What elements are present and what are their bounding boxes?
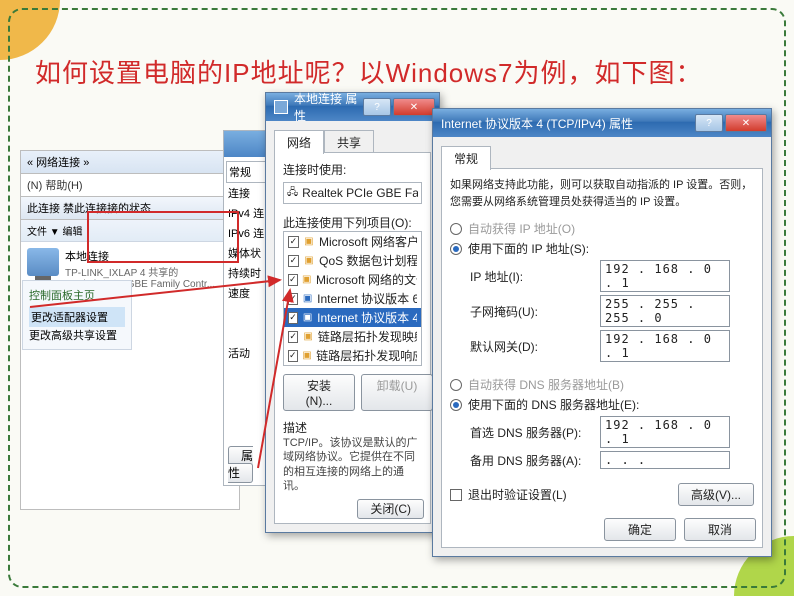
gateway-label: 默认网关(D): bbox=[470, 338, 590, 355]
protocol-icon: ▣ bbox=[303, 254, 315, 268]
protocol-item[interactable]: ✓ ▣ QoS 数据包计划程序 bbox=[284, 251, 421, 270]
radio-label: 使用下面的 DNS 服务器地址(E): bbox=[468, 396, 639, 413]
description-text: TCP/IP。该协议是默认的广域网络协议。它提供在不同的相互连接的网络上的通讯。 bbox=[283, 436, 422, 493]
help-button[interactable]: ? bbox=[363, 98, 391, 116]
protocol-item[interactable]: ✓ ▣ Internet 协议版本 4 (TC bbox=[284, 308, 421, 327]
connection-name: 本地连接 bbox=[65, 248, 215, 264]
radio-use-ip[interactable]: 使用下面的 IP 地址(S): bbox=[450, 240, 754, 257]
radio-icon bbox=[450, 379, 462, 391]
properties-button[interactable]: 属性 bbox=[228, 446, 253, 483]
connect-using-label: 连接时使用: bbox=[283, 161, 422, 178]
close-button[interactable]: ✕ bbox=[393, 98, 435, 116]
ipv4-intro: 如果网络支持此功能，则可以获取自动指派的 IP 设置。否则，您需要从网络系统管理… bbox=[450, 177, 754, 210]
checkbox-icon[interactable]: ✓ bbox=[288, 312, 298, 324]
close-dialog-button[interactable]: 关闭(C) bbox=[357, 499, 424, 519]
protocol-label: Internet 协议版本 4 (TC bbox=[317, 309, 417, 326]
connection-sub1: TP-LINK_IXLAP 4 共享的 bbox=[65, 264, 215, 279]
checkbox-icon[interactable]: ✓ bbox=[288, 274, 298, 286]
protocol-label: Microsoft 网络客户端 bbox=[319, 233, 417, 250]
radio-auto-dns[interactable]: 自动获得 DNS 服务器地址(B) bbox=[450, 376, 754, 393]
cancel-button[interactable]: 取消 bbox=[684, 518, 756, 541]
tab-general[interactable]: 常规 bbox=[441, 146, 491, 170]
dns2-input[interactable]: . . . bbox=[600, 451, 730, 469]
dialog-title: 本地连接 属性 bbox=[294, 90, 363, 124]
advanced-button[interactable]: 高级(V)... bbox=[678, 483, 754, 506]
dns1-label: 首选 DNS 服务器(P): bbox=[470, 424, 590, 441]
protocol-label: 链路层拓扑发现响应程序 bbox=[316, 347, 417, 364]
checkbox-icon[interactable]: ✓ bbox=[288, 350, 298, 362]
protocol-icon: ▣ bbox=[302, 311, 313, 325]
items-label: 此连接使用下列项目(O): bbox=[283, 214, 422, 231]
dialog-titlebar[interactable]: 本地连接 属性 ? ✕ bbox=[266, 93, 439, 121]
ok-button[interactable]: 确定 bbox=[604, 518, 676, 541]
radio-use-dns[interactable]: 使用下面的 DNS 服务器地址(E): bbox=[450, 396, 754, 413]
mask-input[interactable]: 255 . 255 . 255 . 0 bbox=[600, 295, 730, 327]
protocol-label: Microsoft 网络的文件和打 bbox=[316, 271, 417, 288]
explorer-header: 文件 ▼ 编辑 bbox=[21, 220, 239, 242]
radio-icon bbox=[450, 223, 462, 235]
install-button[interactable]: 安装(N)... bbox=[283, 374, 355, 411]
control-panel-sidebar: 控制面板主页 更改适配器设置 更改高级共享设置 bbox=[22, 280, 132, 350]
adapter-name: Realtek PCIe GBE Family C bbox=[302, 186, 418, 200]
validate-checkbox[interactable] bbox=[450, 489, 462, 501]
checkbox-icon[interactable]: ✓ bbox=[288, 293, 298, 305]
dns2-label: 备用 DNS 服务器(A): bbox=[470, 452, 590, 469]
radio-label: 自动获得 DNS 服务器地址(B) bbox=[468, 376, 624, 393]
protocol-label: 链路层拓扑发现映射器 bbox=[318, 328, 417, 345]
sidebar-item-sharing[interactable]: 更改高级共享设置 bbox=[29, 327, 125, 343]
help-button[interactable]: ? bbox=[695, 114, 723, 132]
protocol-list[interactable]: ✓▣Microsoft 网络客户端✓▣QoS 数据包计划程序✓▣Microsof… bbox=[283, 231, 422, 366]
tab-sharing[interactable]: 共享 bbox=[324, 130, 374, 154]
tab-network[interactable]: 网络 bbox=[274, 130, 324, 154]
checkbox-icon[interactable]: ✓ bbox=[288, 236, 299, 248]
ip-label: IP 地址(I): bbox=[470, 268, 590, 285]
radio-icon bbox=[450, 399, 462, 411]
protocol-label: QoS 数据包计划程序 bbox=[319, 252, 417, 269]
status-tab[interactable]: 常规 bbox=[229, 167, 251, 179]
ip-input[interactable]: 192 . 168 . 0 . 1 bbox=[600, 260, 730, 292]
radio-auto-ip[interactable]: 自动获得 IP 地址(O) bbox=[450, 220, 754, 237]
checkbox-icon[interactable]: ✓ bbox=[288, 255, 299, 267]
protocol-label: Internet 协议版本 6 (TC bbox=[317, 290, 417, 307]
dialog-title: Internet 协议版本 4 (TCP/IPv4) 属性 bbox=[441, 115, 695, 132]
uninstall-button[interactable]: 卸载(U) bbox=[361, 374, 433, 411]
protocol-icon: ▣ bbox=[303, 235, 315, 249]
protocol-item[interactable]: ✓ ▣ 链路层拓扑发现映射器 bbox=[284, 327, 421, 346]
radio-label: 自动获得 IP 地址(O) bbox=[468, 220, 575, 237]
dns1-input[interactable]: 192 . 168 . 0 . 1 bbox=[600, 416, 730, 448]
validate-label: 退出时验证设置(L) bbox=[468, 486, 567, 503]
protocol-icon: ▣ bbox=[302, 292, 313, 306]
mask-label: 子网掩码(U): bbox=[470, 303, 590, 320]
radio-label: 使用下面的 IP 地址(S): bbox=[468, 240, 589, 257]
protocol-icon: ▣ bbox=[302, 349, 313, 363]
radio-icon bbox=[450, 243, 462, 255]
adapter-icon: 🖧 bbox=[287, 186, 298, 200]
protocol-item[interactable]: ✓ ▣链路层拓扑发现响应程序 bbox=[284, 346, 421, 365]
checkbox-icon[interactable]: ✓ bbox=[288, 331, 298, 343]
network-adapter-icon bbox=[27, 248, 59, 276]
protocol-icon: ▣ bbox=[302, 330, 314, 344]
gateway-input[interactable]: 192 . 168 . 0 . 1 bbox=[600, 330, 730, 362]
protocol-item[interactable]: ✓ ▣ Microsoft 网络的文件和打 bbox=[284, 270, 421, 289]
window-icon bbox=[274, 100, 288, 114]
explorer-toolbar[interactable]: 此连接 禁此连接接的状态 bbox=[21, 196, 239, 220]
breadcrumb[interactable]: « 网络连接 » bbox=[21, 151, 239, 174]
ipv4-properties-dialog: Internet 协议版本 4 (TCP/IPv4) 属性 ? ✕ 常规 如果网… bbox=[432, 108, 772, 557]
sidebar-header: 控制面板主页 bbox=[29, 287, 125, 303]
description-label: 描述 bbox=[283, 419, 422, 436]
protocol-item[interactable]: ✓ ▣ Microsoft 网络客户端 bbox=[284, 232, 421, 251]
sidebar-item-adapter-settings[interactable]: 更改适配器设置 bbox=[29, 307, 125, 327]
slide-title: 如何设置电脑的IP地址呢？以Windows7为例，如下图： bbox=[35, 55, 703, 91]
local-conn-properties-dialog: 本地连接 属性 ? ✕ 网络 共享 连接时使用: 🖧 Realtek PCIe … bbox=[265, 92, 440, 533]
protocol-icon: ▣ bbox=[302, 273, 312, 287]
close-button[interactable]: ✕ bbox=[725, 114, 767, 132]
menubar[interactable]: (N) 帮助(H) bbox=[21, 174, 239, 196]
dialog-titlebar[interactable]: Internet 协议版本 4 (TCP/IPv4) 属性 ? ✕ bbox=[433, 109, 771, 137]
protocol-item[interactable]: ✓ ▣ Internet 协议版本 6 (TC bbox=[284, 289, 421, 308]
